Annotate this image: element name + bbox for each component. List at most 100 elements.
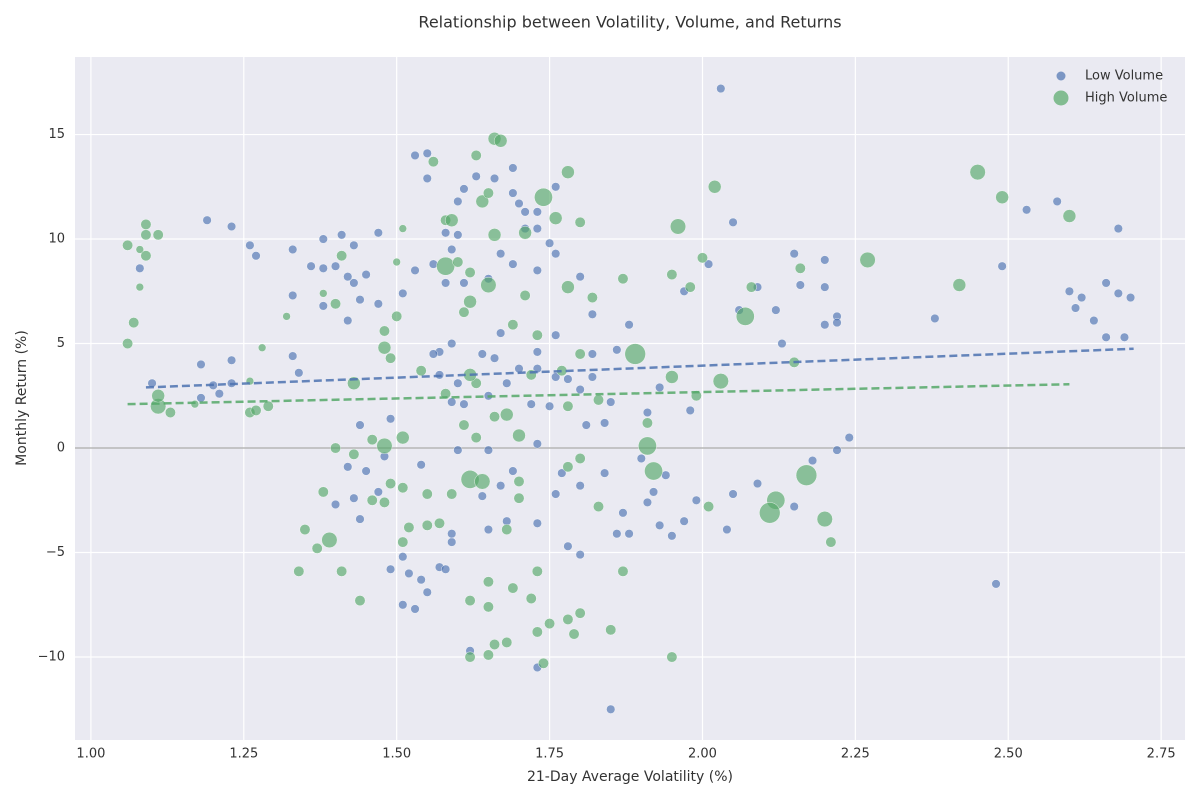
point — [574, 216, 586, 228]
point — [464, 267, 476, 278]
point — [605, 624, 617, 636]
point — [587, 372, 597, 382]
point — [753, 479, 763, 489]
point — [196, 359, 206, 369]
point — [373, 299, 383, 309]
point — [666, 651, 678, 663]
point — [1064, 286, 1074, 296]
point — [227, 355, 237, 365]
point — [398, 224, 407, 233]
point — [343, 462, 353, 472]
point — [551, 372, 561, 382]
plot-area — [75, 57, 1185, 740]
point — [483, 601, 494, 613]
point — [728, 489, 738, 499]
y-tick-label: 5 — [57, 336, 65, 351]
point — [575, 272, 585, 282]
point — [343, 272, 353, 282]
point — [561, 280, 575, 294]
point — [493, 134, 508, 148]
point — [349, 278, 359, 288]
point — [422, 587, 432, 597]
point — [642, 408, 652, 418]
x-tick-label: 1.25 — [229, 747, 258, 762]
point — [716, 84, 726, 94]
point — [557, 468, 567, 478]
point — [544, 618, 555, 629]
point — [501, 524, 513, 535]
point — [480, 277, 497, 294]
point — [534, 187, 553, 207]
point — [377, 341, 392, 355]
point — [575, 385, 585, 395]
point — [373, 487, 383, 497]
point — [282, 312, 291, 321]
point — [151, 389, 165, 403]
point — [404, 568, 414, 578]
point — [386, 414, 396, 424]
point — [1113, 224, 1123, 234]
point — [386, 564, 396, 574]
point — [349, 493, 359, 503]
point — [288, 244, 298, 254]
point — [574, 453, 586, 464]
point — [489, 639, 500, 650]
point — [140, 250, 152, 262]
point — [563, 374, 573, 384]
point — [366, 434, 378, 446]
point — [410, 265, 420, 275]
point — [704, 259, 714, 269]
point — [140, 219, 152, 230]
point — [612, 529, 622, 539]
point — [777, 339, 787, 349]
point — [318, 263, 328, 273]
point — [490, 353, 500, 363]
point — [832, 445, 842, 455]
point — [642, 497, 652, 507]
point — [416, 575, 426, 585]
point — [140, 229, 152, 241]
point — [459, 278, 469, 288]
point — [496, 481, 506, 491]
point — [532, 347, 542, 357]
point — [538, 657, 549, 669]
point — [1052, 196, 1062, 206]
point — [531, 626, 543, 638]
grid — [75, 57, 1185, 740]
point — [670, 218, 687, 235]
point — [447, 529, 457, 539]
point — [436, 256, 455, 276]
point — [1071, 303, 1081, 313]
point — [969, 164, 986, 181]
y-tick-label: −5 — [46, 545, 65, 560]
point — [122, 338, 133, 349]
point — [563, 541, 573, 551]
point — [202, 215, 212, 225]
point — [331, 261, 341, 271]
point — [447, 537, 457, 547]
point — [318, 234, 328, 244]
point — [128, 317, 140, 329]
point — [667, 531, 677, 541]
x-tick-label: 2.00 — [688, 747, 717, 762]
y-tick-label: −10 — [38, 650, 65, 665]
point — [470, 150, 482, 161]
point — [135, 245, 144, 254]
point — [391, 310, 403, 322]
point — [489, 411, 500, 423]
point — [722, 525, 732, 535]
point — [606, 397, 616, 407]
point — [708, 180, 722, 194]
point — [816, 511, 833, 528]
point — [227, 221, 237, 231]
point — [453, 196, 463, 206]
point — [600, 468, 610, 478]
point — [321, 531, 338, 548]
point — [574, 607, 586, 619]
point — [508, 163, 518, 173]
point — [532, 265, 542, 275]
point — [562, 614, 574, 625]
point — [587, 349, 597, 359]
